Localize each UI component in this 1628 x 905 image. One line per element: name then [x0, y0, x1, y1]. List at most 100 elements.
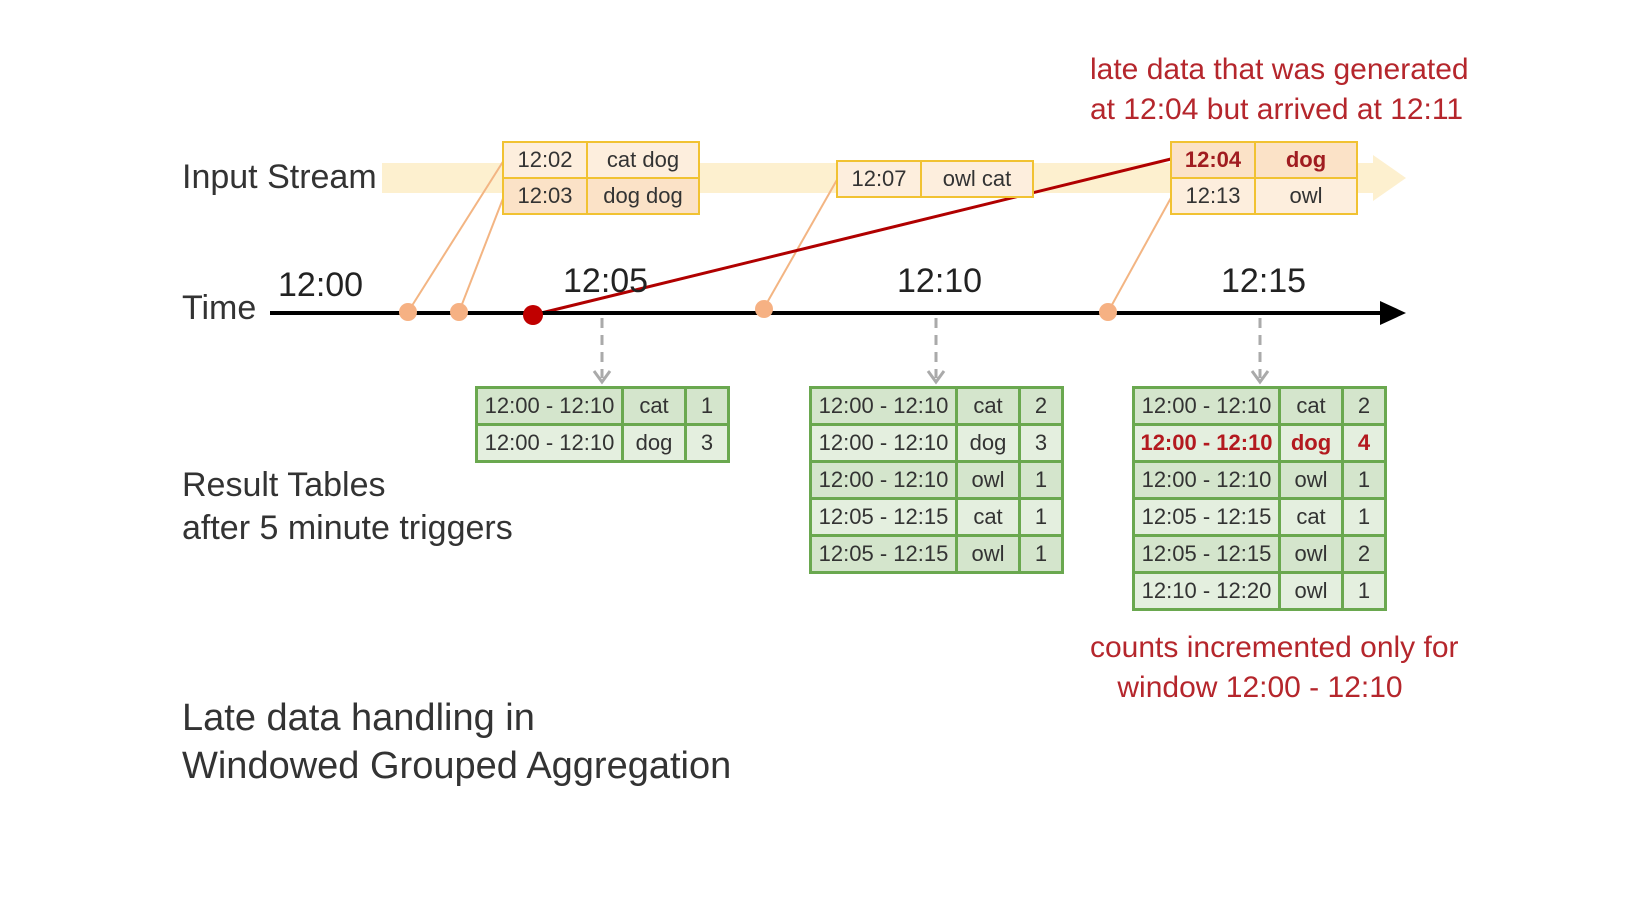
input-stream-label: Input Stream — [182, 158, 377, 196]
event-box: 12:07 owl cat — [836, 160, 1034, 198]
time-axis-arrowhead — [1380, 301, 1406, 325]
word-cell: owl — [955, 460, 1021, 500]
event-words: cat dog — [586, 141, 700, 179]
word-cell: cat — [955, 497, 1021, 537]
count-cell: 3 — [684, 423, 730, 463]
window-cell: 12:00 - 12:10 — [1132, 460, 1281, 500]
window-cell: 12:05 - 12:15 — [1132, 497, 1281, 537]
event-dot — [755, 300, 773, 318]
event-words-late: dog — [1254, 141, 1358, 179]
counts-annotation: counts incremented only for window 12:00… — [1090, 628, 1459, 708]
table-row: 12:05 - 12:15 cat 1 — [809, 497, 1064, 537]
event-time: 12:07 — [836, 160, 922, 198]
caption-line-1: Late data handling in — [182, 697, 535, 739]
window-cell: 12:00 - 12:10 — [809, 423, 958, 463]
count-cell: 1 — [1018, 460, 1064, 500]
window-cell: 12:10 - 12:20 — [1132, 571, 1281, 611]
count-cell: 4 — [1341, 423, 1387, 463]
counts-annotation-line-1: counts incremented only for — [1090, 631, 1459, 664]
trigger-arrow — [1250, 318, 1270, 385]
tick-label: 12:05 — [563, 262, 649, 300]
count-cell: 1 — [684, 386, 730, 426]
event-dot — [450, 303, 468, 321]
window-cell: 12:00 - 12:10 — [475, 386, 624, 426]
late-event-dot — [523, 305, 543, 325]
table-row: 12:00 - 12:10 dog 3 — [809, 423, 1064, 463]
word-cell: cat — [621, 386, 687, 426]
word-cell: cat — [1278, 386, 1344, 426]
word-cell: owl — [955, 534, 1021, 574]
table-row: 12:00 - 12:10 cat 2 — [809, 386, 1064, 426]
table-row: 12:05 - 12:15 owl 2 — [1132, 534, 1387, 574]
trigger-arrow — [926, 318, 946, 385]
result-table-12-10: 12:00 - 12:10 cat 2 12:00 - 12:10 dog 3 12:0… — [809, 386, 1064, 574]
late-annotation-line-1: late data that was generated — [1090, 53, 1469, 86]
counts-annotation-line-2: window 12:00 - 12:10 — [1117, 671, 1403, 704]
table-row: 12:00 - 12:10 dog 3 — [475, 423, 730, 463]
time-label: Time — [182, 289, 257, 327]
event-words: owl cat — [920, 160, 1034, 198]
word-cell: dog — [955, 423, 1021, 463]
event-time-late: 12:04 — [1170, 141, 1256, 179]
word-cell: owl — [1278, 534, 1344, 574]
word-cell: owl — [1278, 571, 1344, 611]
table-row: 12:00 - 12:10 owl 1 — [809, 460, 1064, 500]
event-box-late: 12:04 dog 12:13 owl — [1170, 141, 1358, 215]
caption-line-2: Windowed Grouped Aggregation — [182, 745, 732, 787]
table-row-highlighted: 12:00 - 12:10 dog 4 — [1132, 423, 1387, 463]
word-cell: dog — [621, 423, 687, 463]
window-cell: 12:05 - 12:15 — [809, 534, 958, 574]
event-words: owl — [1254, 177, 1358, 215]
window-cell: 12:00 - 12:10 — [475, 423, 624, 463]
connector-12-02 — [407, 159, 505, 313]
table-row: 12:05 - 12:15 owl 1 — [809, 534, 1064, 574]
window-cell: 12:05 - 12:15 — [1132, 534, 1281, 574]
result-table-12-05: 12:00 - 12:10 cat 1 12:00 - 12:10 dog 3 — [475, 386, 730, 463]
count-cell: 1 — [1341, 497, 1387, 537]
result-tables-line-1: Result Tables — [182, 466, 386, 504]
table-row: 12:00 - 12:10 cat 2 — [1132, 386, 1387, 426]
count-cell: 1 — [1018, 497, 1064, 537]
word-cell: owl — [1278, 460, 1344, 500]
tick-label: 12:15 — [1221, 262, 1307, 300]
event-time: 12:02 — [502, 141, 588, 179]
table-row: 12:05 - 12:15 cat 1 — [1132, 497, 1387, 537]
count-cell: 1 — [1018, 534, 1064, 574]
window-cell: 12:05 - 12:15 — [809, 497, 958, 537]
late-data-line — [532, 156, 1176, 317]
table-row: 12:10 - 12:20 owl 1 — [1132, 571, 1387, 611]
connector-12-13 — [1107, 195, 1173, 313]
table-row: 12:00 - 12:10 cat 1 — [475, 386, 730, 426]
count-cell: 2 — [1341, 386, 1387, 426]
event-dot — [1099, 303, 1117, 321]
event-box: 12:02 cat dog 12:03 dog dog — [502, 141, 700, 215]
connector-12-03 — [458, 195, 505, 313]
event-time: 12:13 — [1170, 177, 1256, 215]
tick-label: 12:10 — [897, 262, 983, 300]
count-cell: 2 — [1341, 534, 1387, 574]
word-cell: dog — [1278, 423, 1344, 463]
event-words: dog dog — [586, 177, 700, 215]
table-row: 12:00 - 12:10 owl 1 — [1132, 460, 1387, 500]
window-cell: 12:00 - 12:10 — [809, 460, 958, 500]
connector-12-07 — [763, 177, 839, 309]
result-tables-label: Result Tables after 5 minute triggers — [182, 464, 513, 549]
window-cell: 12:00 - 12:10 — [809, 386, 958, 426]
event-dot — [399, 303, 417, 321]
result-tables-line-2: after 5 minute triggers — [182, 508, 513, 547]
count-cell: 2 — [1018, 386, 1064, 426]
event-time: 12:03 — [502, 177, 588, 215]
count-cell: 1 — [1341, 460, 1387, 500]
late-data-annotation: late data that was generated at 12:04 bu… — [1090, 50, 1469, 130]
tick-label: 12:00 — [278, 266, 364, 304]
late-annotation-line-2: at 12:04 but arrived at 12:11 — [1090, 93, 1464, 126]
count-cell: 3 — [1018, 423, 1064, 463]
word-cell: cat — [955, 386, 1021, 426]
window-cell: 12:00 - 12:10 — [1132, 423, 1281, 463]
trigger-arrow — [592, 318, 612, 385]
result-table-12-15: 12:00 - 12:10 cat 2 12:00 - 12:10 dog 4 12:0… — [1132, 386, 1387, 611]
window-cell: 12:00 - 12:10 — [1132, 386, 1281, 426]
word-cell: cat — [1278, 497, 1344, 537]
count-cell: 1 — [1341, 571, 1387, 611]
caption: Late data handling in Windowed Grouped A… — [182, 694, 731, 790]
